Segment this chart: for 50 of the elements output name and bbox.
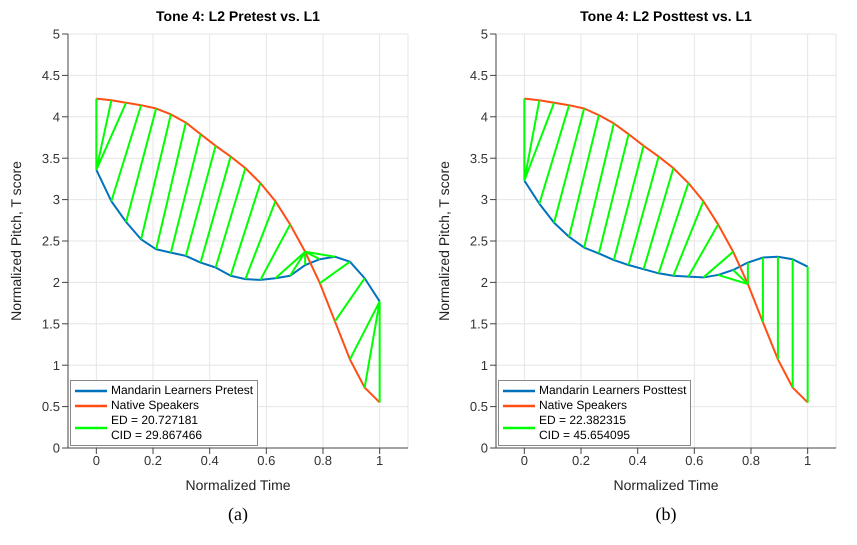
x-axis-title: Normalized Time [185, 477, 291, 493]
y-tick-label: 1.5 [470, 316, 488, 332]
line-series [523, 180, 809, 278]
y-tick-label: 3.5 [470, 150, 488, 166]
y-tick-label: 2 [480, 275, 488, 290]
x-tick-label: 0.6 [257, 453, 276, 468]
text: (a) [227, 504, 248, 525]
text: (b) [654, 504, 676, 525]
y-axis-title: Normalized Pitch, T score [8, 160, 24, 321]
chart-title: Tone 4: L2 Pretest vs. L1 [155, 8, 320, 26]
y-tick-label: 1.5 [42, 316, 60, 332]
chart-title: Tone 4: L2 Posttest vs. L1 [579, 8, 752, 26]
y-tick-label: 4.5 [470, 68, 488, 84]
x-tick-label: 0.2 [572, 453, 590, 468]
x-tick-label: 0.2 [144, 453, 162, 468]
legend-label: ED = 20.727181 CID = 29.867466 [111, 413, 202, 443]
y-tick-label: 1 [480, 358, 488, 373]
legend-label: Mandarin Learners Posttest [539, 383, 686, 398]
y-tick-label: 3.5 [42, 150, 60, 166]
legend-label: Mandarin Learners Pretest [111, 383, 254, 398]
x-tick-label: 0 [92, 453, 100, 468]
y-tick-label: 1 [52, 358, 60, 373]
legend-label: Native Speakers [539, 398, 628, 413]
legend-label: Native Speakers [111, 398, 200, 413]
y-tick-label: 5 [480, 26, 488, 42]
y-tick-label: 0 [480, 440, 488, 456]
y-tick-label: 4 [480, 109, 488, 124]
y-tick-label: 3 [480, 192, 488, 208]
x-tick-label: 0.4 [200, 453, 219, 468]
x-tick-label: 0.8 [742, 453, 760, 468]
y-tick-label: 0.5 [42, 399, 60, 414]
x-axis-title: Normalized Time [613, 477, 719, 493]
y-tick-label: 0 [52, 440, 60, 456]
x-tick-label: 1 [376, 453, 384, 468]
y-tick-label: 0.5 [470, 399, 488, 414]
x-tick-label: 0 [520, 453, 528, 468]
x-tick-label: 0.4 [628, 453, 647, 468]
y-axis-title: Normalized Pitch, T score [436, 160, 452, 321]
y-tick-label: 2.5 [42, 234, 60, 249]
y-tick-label: 5 [52, 26, 60, 42]
y-tick-label: 4 [52, 109, 60, 124]
x-tick-label: 0.8 [314, 453, 332, 468]
legend-label: ED = 22.382315 CID = 45.654095 [539, 413, 630, 443]
x-tick-label: 1 [804, 453, 812, 468]
y-tick-label: 4.5 [42, 68, 60, 84]
y-tick-label: 2 [52, 275, 60, 290]
x-tick-label: 0.6 [685, 453, 704, 468]
y-tick-label: 2.5 [470, 234, 488, 249]
y-tick-label: 3 [52, 192, 60, 208]
line-series [95, 168, 381, 302]
